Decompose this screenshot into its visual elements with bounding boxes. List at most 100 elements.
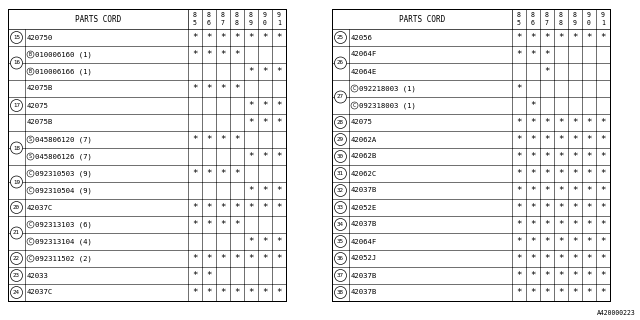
Text: *: * xyxy=(206,220,212,229)
Text: *: * xyxy=(206,135,212,144)
Text: 42037B: 42037B xyxy=(351,273,377,278)
Circle shape xyxy=(335,31,346,44)
Text: *: * xyxy=(234,84,240,93)
Text: *: * xyxy=(206,50,212,59)
Text: *: * xyxy=(516,118,522,127)
Text: *: * xyxy=(248,254,254,263)
Text: *: * xyxy=(276,186,282,195)
Circle shape xyxy=(335,286,346,299)
Text: 15: 15 xyxy=(13,35,20,40)
Text: *: * xyxy=(530,33,536,42)
Text: 8: 8 xyxy=(517,12,521,18)
Text: 8: 8 xyxy=(249,12,253,18)
Text: *: * xyxy=(192,169,198,178)
Text: *: * xyxy=(220,135,226,144)
Text: *: * xyxy=(586,169,592,178)
Circle shape xyxy=(27,153,34,160)
Text: *: * xyxy=(530,152,536,161)
Text: 42037C: 42037C xyxy=(27,204,53,211)
Text: *: * xyxy=(544,237,550,246)
Text: *: * xyxy=(516,50,522,59)
Text: *: * xyxy=(558,237,564,246)
Text: *: * xyxy=(530,169,536,178)
Text: *: * xyxy=(516,152,522,161)
Text: *: * xyxy=(572,271,578,280)
Circle shape xyxy=(335,252,346,265)
Circle shape xyxy=(27,170,34,177)
Text: *: * xyxy=(544,186,550,195)
Text: 8: 8 xyxy=(207,12,211,18)
Circle shape xyxy=(27,136,34,143)
Circle shape xyxy=(351,85,358,92)
Text: *: * xyxy=(276,288,282,297)
Text: 8: 8 xyxy=(559,12,563,18)
Text: 35: 35 xyxy=(337,239,344,244)
Text: 6: 6 xyxy=(207,20,211,26)
Text: 17: 17 xyxy=(13,103,20,108)
Text: B: B xyxy=(29,52,32,57)
Text: 21: 21 xyxy=(13,230,20,236)
Text: A420000223: A420000223 xyxy=(597,310,636,316)
Text: 8: 8 xyxy=(221,12,225,18)
Circle shape xyxy=(27,68,34,75)
Text: *: * xyxy=(572,33,578,42)
Text: *: * xyxy=(530,288,536,297)
Text: 092310503 (9): 092310503 (9) xyxy=(35,170,92,177)
Bar xyxy=(8,9,286,301)
Text: 38: 38 xyxy=(337,290,344,295)
Text: *: * xyxy=(248,237,254,246)
Text: 8: 8 xyxy=(573,12,577,18)
Text: *: * xyxy=(586,254,592,263)
Circle shape xyxy=(27,255,34,262)
Text: *: * xyxy=(276,254,282,263)
Text: *: * xyxy=(192,220,198,229)
Text: *: * xyxy=(558,169,564,178)
Circle shape xyxy=(335,91,346,103)
Text: *: * xyxy=(600,33,606,42)
Text: 42052J: 42052J xyxy=(351,255,377,261)
Text: 26: 26 xyxy=(337,60,344,66)
Circle shape xyxy=(351,102,358,109)
Text: *: * xyxy=(206,254,212,263)
Text: *: * xyxy=(206,84,212,93)
Circle shape xyxy=(335,150,346,163)
Text: *: * xyxy=(572,254,578,263)
Text: 7: 7 xyxy=(221,20,225,26)
Text: S: S xyxy=(29,137,32,142)
Circle shape xyxy=(10,227,22,239)
Text: *: * xyxy=(206,33,212,42)
Text: 42037B: 42037B xyxy=(351,221,377,228)
Text: *: * xyxy=(516,169,522,178)
Text: 092311502 (2): 092311502 (2) xyxy=(35,255,92,262)
Text: 42064E: 42064E xyxy=(351,68,377,75)
Text: PARTS CORD: PARTS CORD xyxy=(75,14,121,23)
Text: *: * xyxy=(544,169,550,178)
Text: *: * xyxy=(572,220,578,229)
Text: 42052E: 42052E xyxy=(351,204,377,211)
Circle shape xyxy=(335,269,346,282)
Text: *: * xyxy=(600,118,606,127)
Text: *: * xyxy=(600,271,606,280)
Text: *: * xyxy=(572,288,578,297)
Text: 8: 8 xyxy=(545,12,549,18)
Text: 8: 8 xyxy=(531,12,535,18)
Text: *: * xyxy=(192,254,198,263)
Text: *: * xyxy=(276,237,282,246)
Text: *: * xyxy=(572,169,578,178)
Text: 42062C: 42062C xyxy=(351,171,377,177)
Text: *: * xyxy=(276,101,282,110)
Text: *: * xyxy=(558,203,564,212)
Text: *: * xyxy=(220,33,226,42)
Text: *: * xyxy=(544,67,550,76)
Text: *: * xyxy=(220,169,226,178)
Text: *: * xyxy=(544,118,550,127)
Text: *: * xyxy=(558,220,564,229)
Text: *: * xyxy=(558,33,564,42)
Text: *: * xyxy=(262,101,268,110)
Text: *: * xyxy=(572,237,578,246)
Text: C: C xyxy=(29,171,32,176)
Text: C: C xyxy=(353,103,356,108)
Text: *: * xyxy=(572,203,578,212)
Circle shape xyxy=(10,57,22,69)
Text: *: * xyxy=(586,135,592,144)
